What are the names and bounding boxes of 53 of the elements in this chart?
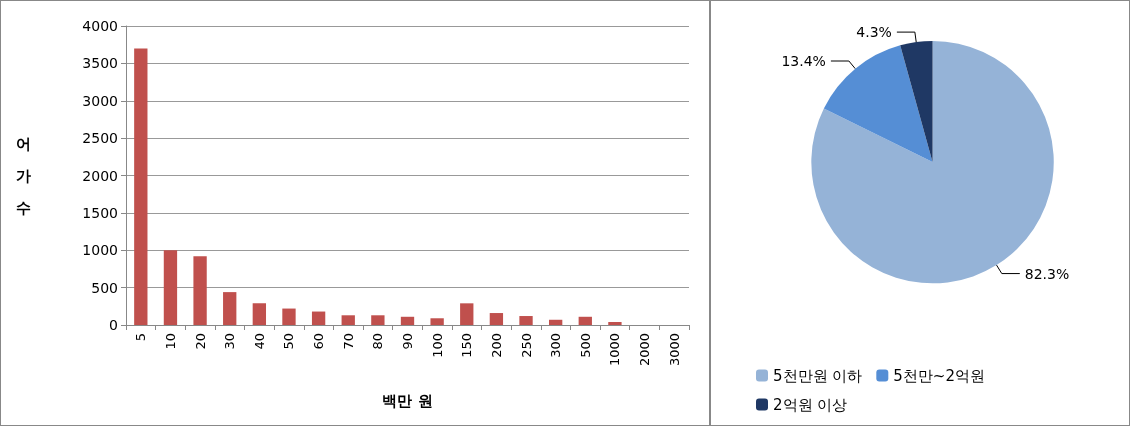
bar (460, 303, 474, 325)
x-tick-label: 10 (162, 333, 178, 350)
bar (134, 48, 148, 325)
bar (489, 313, 504, 325)
x-axis-title: 백만 원 (382, 391, 433, 410)
x-tick-label: 3000 (666, 333, 682, 367)
legend-label: 2억원 이상 (773, 395, 848, 414)
x-tick-label: 40 (251, 333, 267, 350)
data-label: 82.3% (1024, 265, 1070, 282)
legend-label: 5천만원 이하 (773, 366, 863, 385)
y-tick-label: 500 (91, 279, 118, 296)
x-tick-label: 200 (488, 333, 504, 358)
x-tick-label: 250 (518, 333, 534, 358)
bar (252, 303, 267, 325)
data-label: 4.3% (856, 24, 892, 41)
legend-label: 5천만~2억원 (893, 366, 985, 385)
bar (371, 315, 385, 325)
bar (223, 292, 237, 325)
y-tick-label: 0 (109, 317, 118, 333)
bar (548, 319, 563, 325)
x-tick-label: 1000 (607, 333, 623, 367)
x-tick-label: 5 (133, 333, 149, 342)
x-tick-label: 20 (192, 333, 208, 350)
x-tick-label: 300 (548, 333, 564, 358)
x-tick-label: 30 (222, 333, 238, 350)
bar (519, 316, 533, 325)
y-axis-title: 어가수 (16, 134, 31, 217)
bar (311, 311, 326, 325)
y-tick-label: 1000 (82, 242, 118, 259)
bar (163, 250, 178, 325)
y-tick-label: 3000 (82, 92, 118, 109)
data-label: 13.4% (781, 53, 826, 70)
x-tick-label: 70 (340, 333, 356, 350)
y-tick-label: 2500 (82, 130, 118, 147)
x-tick-label: 2000 (637, 333, 653, 367)
bar (430, 318, 444, 325)
bar (400, 316, 415, 325)
y-tick-label: 1500 (82, 204, 118, 221)
x-tick-label: 150 (459, 333, 475, 358)
x-tick-label: 80 (370, 333, 386, 350)
bar (578, 316, 592, 325)
x-tick-label: 50 (281, 333, 297, 350)
bar (282, 308, 296, 325)
y-tick-label: 3500 (82, 55, 118, 72)
x-tick-label: 500 (577, 333, 593, 358)
x-tick-label: 100 (429, 333, 445, 358)
x-tick-label: 90 (400, 333, 415, 350)
y-tick-label: 2000 (82, 167, 118, 184)
bar (193, 256, 207, 325)
bar (608, 322, 622, 325)
y-tick-label: 4000 (82, 18, 118, 34)
bar (341, 315, 355, 325)
x-tick-label: 60 (311, 333, 327, 350)
